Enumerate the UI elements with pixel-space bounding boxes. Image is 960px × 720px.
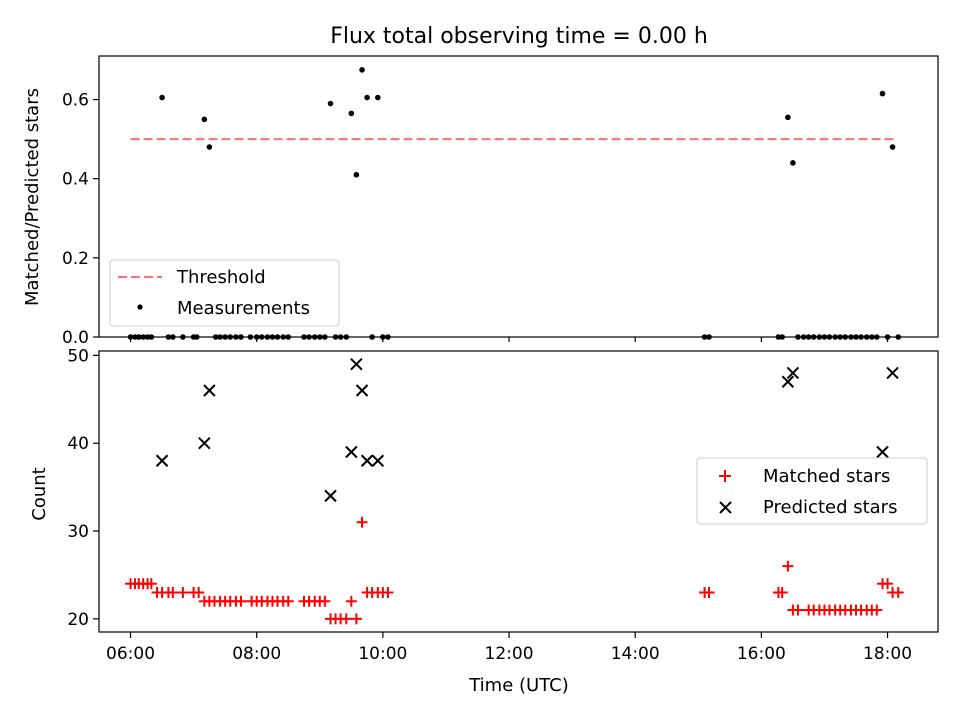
measurement-point [353,171,360,178]
top-legend: Threshold Measurements [109,259,340,327]
measurement-point [201,116,208,123]
matched-star-point [871,604,883,616]
predicted-star-point [345,445,358,459]
bottom-panel: 20 30 40 50 06:00 08:00 10:00 12:00 14:00 16:00 1… [29,346,939,696]
matched-star-point [892,586,904,598]
measurement-point [348,110,355,117]
top-ytick-label: 0.0 [62,328,89,348]
predicted-star-point [886,366,899,380]
legend-predicted-label: Predicted stars [763,497,897,518]
bottom-xtick-label: 14:00 [611,644,660,664]
measurement-point [785,114,791,121]
legend-threshold-label: Threshold [176,267,266,288]
measurement-point [364,94,370,101]
matched-star-point [145,578,157,590]
matched-star-point [345,595,357,607]
measurement-point [879,90,886,97]
bottom-ytick-label: 20 [67,610,89,630]
matched-star-point [167,586,179,598]
top-ytick-label: 0.6 [62,91,89,111]
measurement-point [327,100,334,107]
bottom-xtick-label: 18:00 [863,644,912,664]
matched-star-point [792,604,804,616]
predicted-star-point [203,384,216,397]
predicted-star-point [324,489,337,503]
bottom-ytick-label: 30 [67,522,89,542]
bottom-xtick-label: 08:00 [232,644,281,664]
measurement-point [206,144,213,150]
legend-measurements-swatch [137,304,143,310]
bottom-ytick-label: 50 [67,346,89,366]
predicted-star-point [350,357,363,371]
figure-title: Flux total observing time = 0.00 h [330,24,708,49]
legend-matched-swatch [719,470,731,482]
matched-star-point [319,595,331,607]
matched-star-point [282,595,294,607]
measurement-point [359,67,365,73]
bottom-ytick-label: 40 [67,434,89,454]
bottom-xtick-label: 06:00 [106,644,155,664]
top-ylabel: Matched/Predicted stars [22,88,43,306]
matched-star-point [382,586,394,598]
bottom-ylabel: Count [29,467,50,520]
measurement-point [889,144,896,150]
matched-star-point [356,516,368,528]
bottom-legend: Matched stars Predicted stars [696,457,928,525]
matched-star-point [340,613,352,625]
predicted-star-point [355,384,369,397]
legend-matched-label: Matched stars [763,466,890,487]
predicted-star-point [781,375,795,388]
predicted-star-point [371,454,385,467]
measurement-point [790,160,796,166]
legend-predicted-swatch [719,501,732,514]
predicted-star-point [786,366,800,380]
predicted-star-point [155,454,169,467]
bottom-xtick-label: 12:00 [485,644,534,664]
matched-star-point [776,586,788,598]
predicted-star-point [198,436,211,450]
measurement-point [159,94,165,101]
matched-star-point [782,560,794,572]
matched-star-point [882,578,894,590]
top-panel: 0.0 0.2 0.4 0.6 Matched/Predicted stars Thr… [22,55,939,348]
top-ytick-label: 0.4 [62,170,89,190]
legend-measurements-label: Measurements [177,298,310,319]
measurement-point [375,94,381,101]
bottom-xlabel: Time (UTC) [468,675,569,696]
top-axes-frame [98,55,939,338]
matched-star-point [177,586,189,598]
bottom-axes-frame [98,350,939,633]
matched-star-point [193,586,205,598]
matched-star-point [235,595,247,607]
predicted-star-point [360,454,374,467]
top-ytick-label: 0.2 [62,249,89,269]
matched-star-point [350,613,362,625]
matched-star-point [703,586,715,598]
predicted-star-point [876,445,889,459]
bottom-xtick-label: 16:00 [737,644,786,664]
bottom-xtick-label: 10:00 [358,644,407,664]
